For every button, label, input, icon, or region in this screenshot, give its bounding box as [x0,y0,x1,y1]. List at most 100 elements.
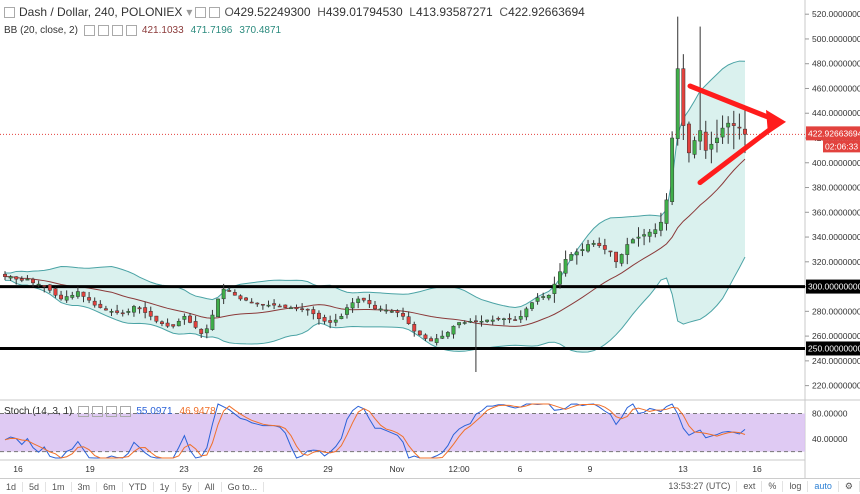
candle-body [423,334,428,339]
range-6m[interactable]: 6m [97,481,123,492]
candle-body [731,123,736,126]
candle-body [64,296,69,301]
y-tick-label: 280.00000000 [812,306,860,316]
open-value: 429.52249300 [233,5,311,19]
candle-body [395,310,400,313]
candle-body [81,291,86,297]
settings-gear-icon[interactable]: ⚙ [839,481,860,492]
candle-body [160,321,164,324]
candle-body [743,128,747,135]
bb-eye-icon[interactable] [83,25,95,36]
candle-body [687,123,691,154]
candle-body [311,309,316,315]
candle-body [524,308,529,318]
y-tick-label: 260.00000000 [812,331,860,341]
percent-button[interactable]: % [762,481,784,492]
candle-body [8,276,13,279]
candle-body [53,288,58,296]
candle-body [619,254,624,264]
range-1m[interactable]: 1m [46,481,72,492]
settings-icon[interactable] [195,6,207,18]
goto-button[interactable]: Go to... [222,481,265,492]
range-1y[interactable]: 1y [154,481,177,492]
stoch-more-icon[interactable] [120,406,132,417]
ext-button[interactable]: ext [737,481,763,492]
triangle-lower-line [697,119,783,186]
stoch-d-value: 46.9478 [179,406,216,417]
y-tick-label: 440.00000000 [812,108,860,118]
level-tag-label: 250.00000000 [808,343,860,353]
stoch-settings-icon[interactable] [92,406,104,417]
level-tag [806,341,860,356]
bb-close-icon[interactable] [111,25,123,36]
candle-body [468,320,473,323]
candle-body [260,303,265,306]
auto-button[interactable]: auto [808,481,839,492]
candle-body [490,319,495,322]
y-tick-label: 480.00000000 [812,59,860,69]
x-tick-label: 16 [752,464,762,474]
y-tick-label: 460.00000000 [812,83,860,93]
candle-body [221,288,226,300]
candle-body [580,249,585,251]
chart-header: Dash / Dollar, 240, POLONIEX ▾ O429.5224… [4,5,585,19]
candle-body [597,242,602,246]
bb-settings-icon[interactable] [97,25,109,36]
candle-body [703,131,708,151]
range-ytd[interactable]: YTD [123,481,154,492]
candle-body [417,330,422,336]
candle-body [210,314,215,330]
log-button[interactable]: log [783,481,809,492]
candle-body [737,126,742,129]
candle-body [445,332,450,337]
candle-body [154,315,159,322]
candle-body [698,130,703,142]
candle-body [171,324,176,327]
range-3m[interactable]: 3m [72,481,98,492]
high-value: 439.01794530 [325,5,403,19]
range-all[interactable]: All [199,481,222,492]
range-1d[interactable]: 1d [0,481,24,492]
candle-body [75,291,80,297]
candle-body [305,308,310,311]
candle-body [502,318,506,321]
bollinger-lower-line [5,256,746,353]
candle-body [266,304,271,307]
candle-body [401,313,405,317]
candle-body [681,68,686,126]
bb-more-icon[interactable] [125,25,137,36]
dropdown-icon[interactable]: ▾ [186,5,193,19]
candle-body [87,297,92,301]
candle-body [541,296,546,298]
stoch-close-icon[interactable] [106,406,118,417]
stoch-eye-icon[interactable] [78,406,90,417]
candle-body [373,304,377,310]
candle-body [546,294,551,299]
candle-body [322,317,327,322]
candle-body [530,302,534,309]
candle-body [277,305,282,308]
candle-body [642,234,647,237]
candle-body [25,278,30,281]
range-5d[interactable]: 5d [23,481,47,492]
candle-body [518,316,523,320]
range-5y[interactable]: 5y [176,481,199,492]
hide-icon[interactable] [209,6,221,18]
collapse-icon[interactable] [4,6,15,18]
x-tick-label: 23 [179,464,189,474]
candle-body [563,259,568,274]
candle-body [204,328,209,334]
candle-body [507,318,512,320]
candle-body [42,285,47,287]
candle-body [440,335,445,339]
candle-body [165,322,170,327]
stoch-y-tick-label: 40.00000 [812,434,848,444]
candle-body [406,316,411,324]
candle-body [496,318,501,320]
bb-label: BB (20, close, 2) [4,25,78,36]
candle-body [300,308,305,310]
candle-body [47,284,52,291]
candle-body [3,273,7,277]
candle-body [255,302,260,305]
